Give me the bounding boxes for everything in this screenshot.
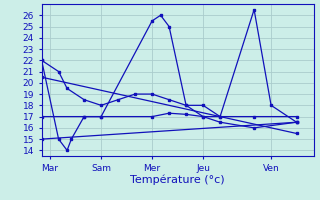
X-axis label: Température (°c): Température (°c) xyxy=(130,174,225,185)
